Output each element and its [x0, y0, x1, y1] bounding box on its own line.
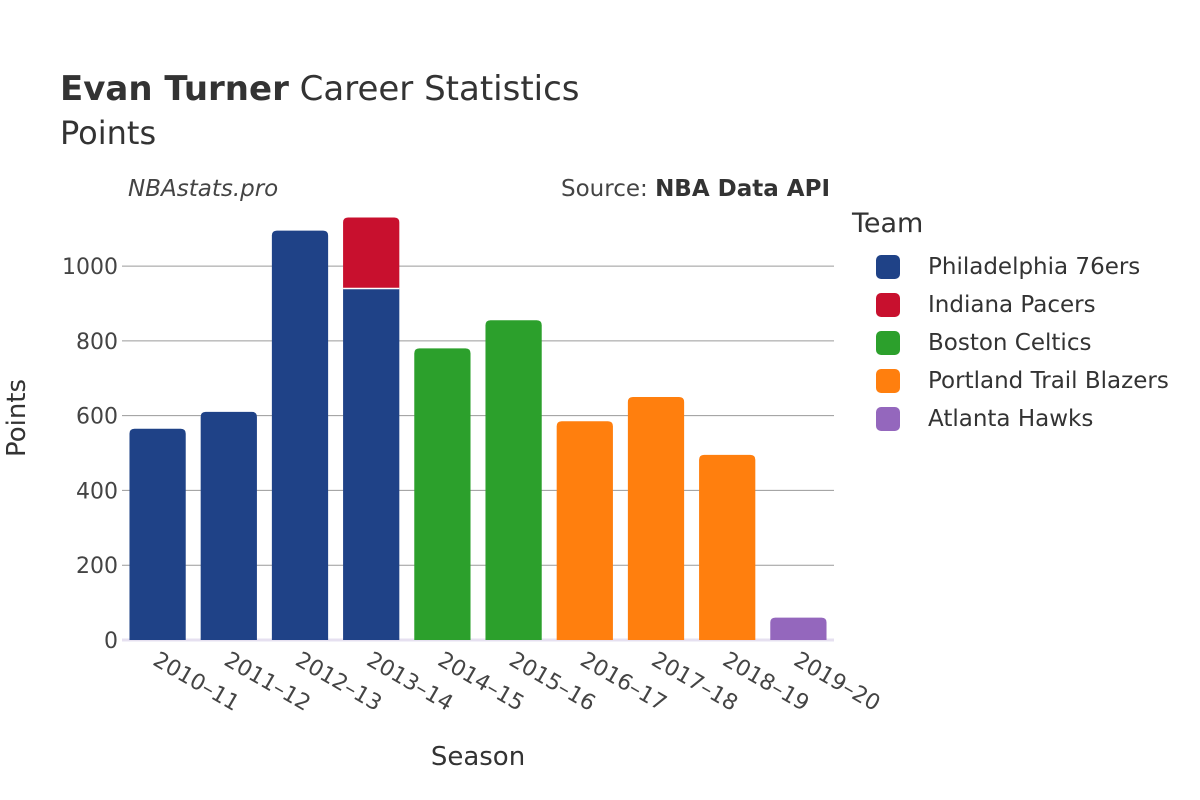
y-tick-label: 800	[76, 330, 118, 355]
y-axis-ticks: 0 200 400 600 800 1000	[62, 255, 118, 654]
legend-label: Indiana Pacers	[928, 292, 1096, 318]
legend-title: Team	[852, 208, 924, 239]
legend-item-atlanta[interactable]: Atlanta Hawks	[876, 400, 1169, 438]
bar-segment	[485, 320, 542, 640]
source-prefix: Source:	[561, 176, 656, 202]
y-tick-label: 1000	[62, 255, 118, 280]
site-watermark: NBAstats.pro	[128, 176, 279, 202]
chart-title-bold: Evan Turner	[60, 69, 289, 109]
y-tick-label: 200	[76, 554, 118, 579]
legend-swatch	[876, 331, 900, 355]
legend-item-portland[interactable]: Portland Trail Blazers	[876, 362, 1169, 400]
legend-swatch	[876, 407, 900, 431]
legend-swatch	[876, 255, 900, 279]
bar-segment	[414, 348, 471, 640]
bar-segment	[343, 288, 400, 640]
legend: Philadelphia 76ers Indiana Pacers Boston…	[876, 248, 1169, 438]
bar-segment	[200, 411, 257, 640]
bar-segment	[271, 230, 329, 640]
chart-title-rest: Career Statistics	[288, 69, 580, 109]
legend-label: Portland Trail Blazers	[928, 368, 1169, 394]
legend-swatch	[876, 293, 900, 317]
legend-label: Boston Celtics	[928, 330, 1092, 356]
y-tick-label: 600	[76, 405, 118, 430]
legend-item-philadelphia[interactable]: Philadelphia 76ers	[876, 248, 1169, 286]
source-name: NBA Data API	[655, 176, 830, 202]
bar-segment	[129, 428, 186, 640]
bar-segment	[699, 454, 756, 640]
bar-segment	[627, 396, 685, 640]
bar-segment	[343, 217, 400, 289]
x-axis-title: Season	[430, 742, 526, 772]
chart-subtitle: Points	[60, 114, 157, 152]
legend-label: Atlanta Hawks	[928, 406, 1094, 432]
legend-label: Philadelphia 76ers	[928, 254, 1141, 280]
legend-item-boston[interactable]: Boston Celtics	[876, 324, 1169, 362]
legend-item-indiana[interactable]: Indiana Pacers	[876, 286, 1169, 324]
bar-group	[129, 217, 827, 640]
y-tick-label: 0	[104, 629, 118, 654]
bar-segment	[556, 421, 613, 640]
bar-segment	[770, 617, 827, 640]
y-tick-label: 400	[76, 479, 118, 504]
source-credit: Source: NBA Data API	[561, 176, 830, 202]
legend-swatch	[876, 369, 900, 393]
chart-title: Evan Turner Career Statistics	[60, 68, 580, 110]
x-axis-ticks: 2010–112011–122012–132013–142014–152015–…	[149, 648, 885, 717]
